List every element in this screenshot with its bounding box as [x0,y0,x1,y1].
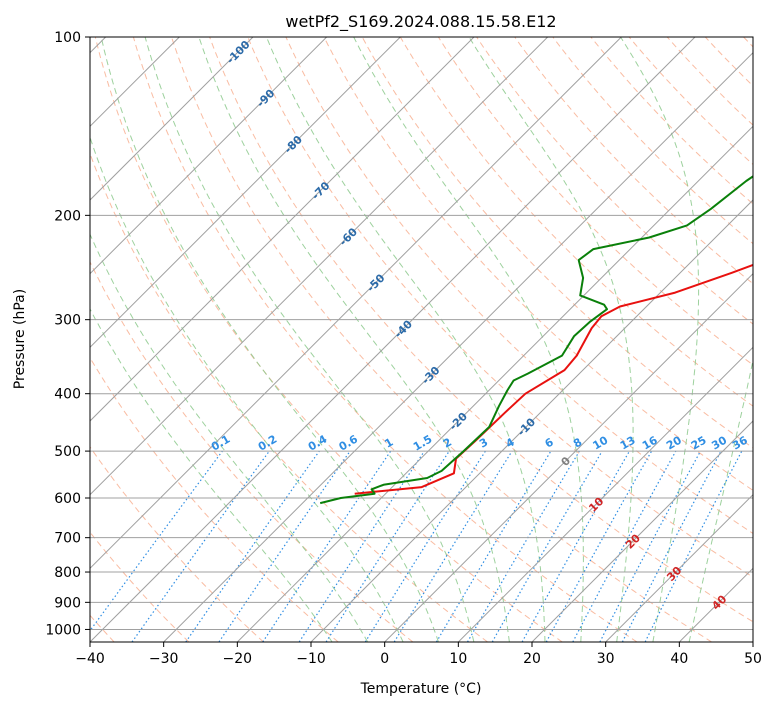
dry-adiabat [132,37,638,642]
isotherm-line [90,37,549,496]
y-tick-label: 1000 [45,622,81,638]
dry-adiabat [90,446,264,642]
y-tick-label: 500 [54,444,81,460]
dry-adiabat [514,37,753,285]
x-tick-label: −30 [149,651,179,667]
mixing-ratio-line [572,450,677,642]
dewpoint-profile [319,175,753,505]
moist-adiabat [90,233,369,642]
y-tick-label: 800 [54,565,81,581]
dry-adiabat [323,37,753,491]
dry-adiabat [476,37,753,325]
x-tick-label: −40 [75,651,105,667]
chart-title: wetPf2_S169.2024.088.15.58.E12 [285,12,556,32]
x-tick-label: 50 [744,651,762,667]
y-tick-label: 200 [54,208,81,224]
x-tick-label: −10 [296,651,326,667]
dry-adiabat [628,37,753,166]
isotherm-line [457,346,753,642]
profile-lines [319,175,753,505]
x-axis-title: Temperature (°C) [360,681,482,697]
x-tick-label: 40 [670,651,688,667]
dry-adiabat [247,37,753,578]
x-tick-label: 0 [380,651,389,667]
dry-adiabat [209,37,753,623]
x-axis: −40 −30 −20 −10 0 10 20 30 40 50 [75,642,762,667]
isotherm-line [310,199,753,642]
isotherm-line [384,272,753,642]
mixing-ratio-line [298,450,425,642]
isotherm-line [90,37,401,349]
mixing-ratio-line [644,450,743,642]
moist-adiabat [198,37,510,642]
isotherm-line [605,493,753,642]
moist-adiabat [90,308,333,642]
mixing-ratio-line [218,450,351,642]
isotherm-line [90,37,475,422]
mixing-ratio-line [393,450,513,642]
mixing-ratio-line [131,450,270,642]
mixing-ratio-line [185,450,320,642]
isotherm-line [531,420,753,642]
x-tick-label: 10 [449,651,467,667]
y-tick-label: 100 [54,30,81,46]
isotherm-line [90,37,254,201]
isotherm-line [90,37,328,275]
isotherm-line [236,125,753,642]
y-axis-title: Pressure (hPa) [12,289,28,389]
dry-adiabat [94,37,563,642]
y-axis: 100 200 300 400 500 600 700 800 900 1000 [45,30,90,638]
isotherm-line [163,51,753,642]
moist-adiabat [468,37,634,642]
y-tick-label: 600 [54,491,81,507]
moist-adiabat [353,37,584,642]
dry-adiabat [399,37,753,407]
x-tick-label: 20 [523,651,541,667]
isotherm-line [90,37,696,642]
moist-adiabat [620,37,700,642]
moist-adiabat [266,37,546,642]
x-tick-label: −20 [223,651,253,667]
background-lines [90,37,753,642]
moist-adiabat [688,358,753,642]
y-tick-label: 300 [54,313,81,329]
isotherm-line [90,37,622,570]
mixing-ratio-line [521,450,631,642]
y-tick-label: 900 [54,595,81,611]
plot-frame [89,36,754,643]
mixing-ratio-line [545,450,653,642]
dry-adiabat [90,260,414,642]
y-tick-label: 400 [54,387,81,403]
mixing-ratio-line [90,450,223,632]
moist-adiabat [144,37,475,642]
mixing-ratio-line [325,450,450,642]
y-tick-label: 700 [54,531,81,547]
x-tick-label: 30 [597,651,615,667]
moist-adiabat [100,37,439,642]
